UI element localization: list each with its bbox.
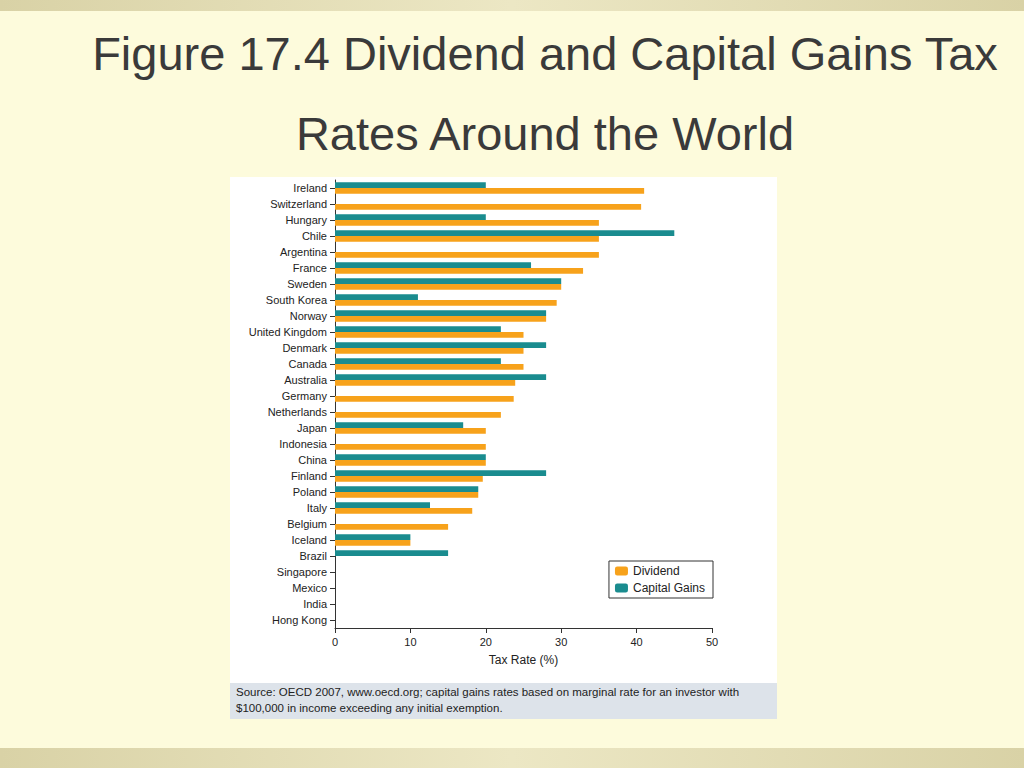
svg-text:Hungary: Hungary [285, 214, 327, 226]
svg-text:United Kingdom: United Kingdom [249, 326, 327, 338]
svg-text:Germany: Germany [282, 390, 328, 402]
svg-text:Capital Gains: Capital Gains [633, 581, 705, 595]
svg-text:50: 50 [706, 636, 718, 648]
svg-text:Argentina: Argentina [280, 246, 328, 258]
svg-text:30: 30 [555, 636, 567, 648]
svg-text:Japan: Japan [297, 422, 327, 434]
svg-text:Sweden: Sweden [287, 278, 327, 290]
svg-text:Indonesia: Indonesia [279, 438, 328, 450]
svg-text:Finland: Finland [291, 470, 327, 482]
svg-text:Canada: Canada [288, 358, 327, 370]
svg-text:20: 20 [480, 636, 492, 648]
svg-text:Netherlands: Netherlands [268, 406, 328, 418]
html-text:Source: OECD 2007, www.oecd.or: Source: OECD 2007, www.oecd.org; capital… [236, 686, 740, 714]
svg-text:Norway: Norway [290, 310, 328, 322]
svg-text:Brazil: Brazil [299, 550, 327, 562]
svg-text:Iceland: Iceland [292, 534, 327, 546]
svg-text:India: India [303, 598, 328, 610]
svg-text:Poland: Poland [293, 486, 327, 498]
svg-text:40: 40 [630, 636, 642, 648]
svg-text:Australia: Australia [284, 374, 328, 386]
svg-text:South Korea: South Korea [266, 294, 328, 306]
svg-text:Italy: Italy [307, 502, 328, 514]
svg-text:Dividend: Dividend [633, 564, 680, 578]
svg-text:China: China [298, 454, 328, 466]
svg-text:Switzerland: Switzerland [270, 198, 327, 210]
svg-text:Tax Rate (%): Tax Rate (%) [489, 653, 558, 667]
svg-text:Mexico: Mexico [292, 582, 327, 594]
html-text:Figure 17.4 Dividend and Capit: Figure 17.4 Dividend and Capital Gains T… [92, 27, 998, 160]
svg-text:Chile: Chile [302, 230, 327, 242]
svg-text:France: France [293, 262, 327, 274]
svg-text:Ireland: Ireland [293, 182, 327, 194]
svg-text:Denmark: Denmark [282, 342, 327, 354]
svg-text:10: 10 [404, 636, 416, 648]
svg-text:Hong Kong: Hong Kong [272, 614, 327, 626]
svg-text:Singapore: Singapore [277, 566, 327, 578]
svg-text:0: 0 [332, 636, 338, 648]
svg-text:Belgium: Belgium [287, 518, 327, 530]
